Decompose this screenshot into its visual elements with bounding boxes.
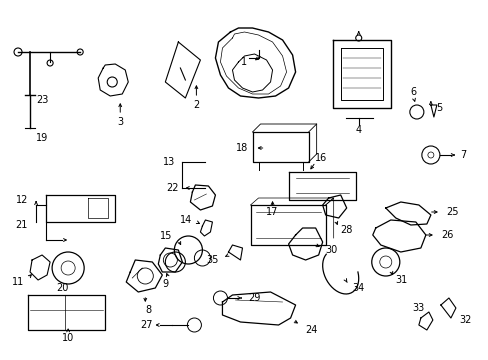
Text: 12: 12 xyxy=(16,195,28,205)
Text: 3: 3 xyxy=(117,117,123,127)
Text: 11: 11 xyxy=(12,277,24,287)
Text: 27: 27 xyxy=(140,320,152,330)
Text: 25: 25 xyxy=(445,207,457,217)
Text: 1: 1 xyxy=(241,57,247,67)
Text: 8: 8 xyxy=(145,305,151,315)
Text: 4: 4 xyxy=(355,125,361,135)
Text: 31: 31 xyxy=(395,275,407,285)
Text: 18: 18 xyxy=(236,143,248,153)
Text: 13: 13 xyxy=(163,157,175,167)
Text: 7: 7 xyxy=(459,150,465,160)
Text: 9: 9 xyxy=(162,279,168,289)
Text: 32: 32 xyxy=(458,315,470,325)
Text: 26: 26 xyxy=(440,230,452,240)
Text: 33: 33 xyxy=(412,303,424,313)
Text: 24: 24 xyxy=(305,325,317,335)
Text: 30: 30 xyxy=(325,245,337,255)
Text: 23: 23 xyxy=(36,95,48,105)
Text: 19: 19 xyxy=(36,133,48,143)
Text: 22: 22 xyxy=(165,183,178,193)
Text: 2: 2 xyxy=(193,100,199,110)
Text: 17: 17 xyxy=(266,207,278,217)
Text: 15: 15 xyxy=(160,231,172,241)
Text: 35: 35 xyxy=(205,255,218,265)
Text: 6: 6 xyxy=(410,87,416,97)
Text: 29: 29 xyxy=(248,293,261,303)
Text: 10: 10 xyxy=(62,333,74,343)
Text: 5: 5 xyxy=(435,103,441,113)
Text: 28: 28 xyxy=(340,225,352,235)
Text: 34: 34 xyxy=(352,283,364,293)
Text: 21: 21 xyxy=(16,220,28,230)
Text: 16: 16 xyxy=(314,153,326,163)
Text: 20: 20 xyxy=(56,283,68,293)
Text: 14: 14 xyxy=(180,215,192,225)
